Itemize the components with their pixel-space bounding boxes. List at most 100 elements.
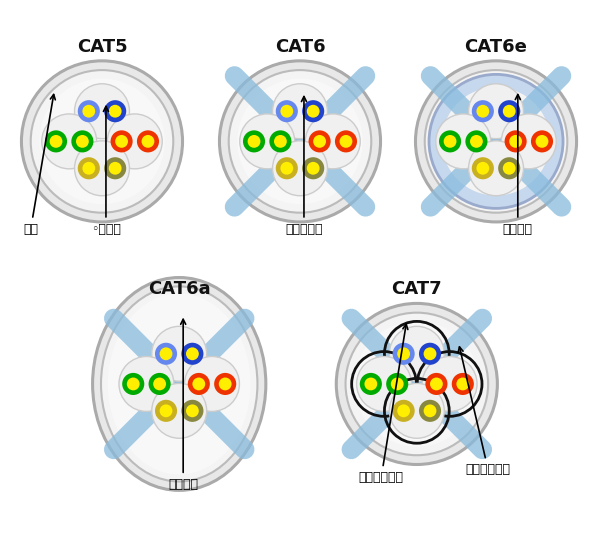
Circle shape bbox=[185, 357, 239, 411]
Circle shape bbox=[336, 304, 497, 464]
Circle shape bbox=[503, 162, 515, 175]
Circle shape bbox=[104, 100, 126, 122]
Circle shape bbox=[346, 312, 488, 455]
Text: CAT6: CAT6 bbox=[275, 38, 325, 56]
Circle shape bbox=[415, 61, 577, 222]
Circle shape bbox=[392, 343, 415, 365]
Circle shape bbox=[419, 400, 441, 422]
Circle shape bbox=[340, 135, 352, 148]
Circle shape bbox=[472, 157, 494, 179]
Circle shape bbox=[39, 79, 165, 204]
Circle shape bbox=[122, 373, 144, 395]
Circle shape bbox=[505, 131, 527, 152]
Circle shape bbox=[424, 348, 436, 360]
Circle shape bbox=[142, 135, 154, 148]
Circle shape bbox=[272, 84, 328, 138]
Circle shape bbox=[335, 131, 357, 152]
Text: スペーサー: スペーサー bbox=[285, 97, 323, 235]
Circle shape bbox=[442, 87, 550, 195]
Circle shape bbox=[469, 141, 523, 196]
Circle shape bbox=[220, 61, 380, 222]
Circle shape bbox=[452, 373, 474, 395]
Circle shape bbox=[127, 378, 140, 391]
Circle shape bbox=[392, 400, 415, 422]
Circle shape bbox=[466, 131, 487, 152]
Circle shape bbox=[305, 114, 360, 169]
Circle shape bbox=[302, 100, 324, 122]
Circle shape bbox=[356, 357, 412, 411]
Circle shape bbox=[240, 114, 295, 169]
Circle shape bbox=[155, 343, 177, 365]
Circle shape bbox=[498, 157, 520, 179]
Circle shape bbox=[354, 321, 479, 446]
Circle shape bbox=[476, 162, 489, 175]
Circle shape bbox=[181, 343, 203, 365]
Circle shape bbox=[472, 100, 494, 122]
Circle shape bbox=[109, 162, 122, 175]
Circle shape bbox=[274, 135, 287, 148]
Circle shape bbox=[181, 400, 203, 422]
Circle shape bbox=[219, 378, 232, 391]
Circle shape bbox=[276, 100, 298, 122]
Circle shape bbox=[149, 373, 170, 395]
Circle shape bbox=[476, 105, 489, 118]
Circle shape bbox=[439, 131, 461, 152]
Circle shape bbox=[76, 135, 89, 148]
Circle shape bbox=[469, 84, 523, 138]
Circle shape bbox=[152, 383, 206, 438]
Text: CAT6e: CAT6e bbox=[464, 38, 527, 56]
Circle shape bbox=[74, 141, 130, 196]
Circle shape bbox=[424, 405, 436, 417]
Circle shape bbox=[360, 373, 382, 395]
Ellipse shape bbox=[108, 294, 250, 474]
Circle shape bbox=[153, 378, 166, 391]
Circle shape bbox=[78, 157, 100, 179]
Circle shape bbox=[391, 378, 404, 391]
Text: ◦り対線: ◦り対線 bbox=[91, 107, 121, 235]
Circle shape bbox=[74, 84, 130, 138]
Circle shape bbox=[397, 348, 410, 360]
Circle shape bbox=[389, 383, 444, 438]
Circle shape bbox=[116, 321, 242, 446]
Circle shape bbox=[386, 373, 408, 395]
Text: CAT7: CAT7 bbox=[392, 281, 442, 299]
Circle shape bbox=[155, 400, 177, 422]
Circle shape bbox=[280, 105, 293, 118]
Circle shape bbox=[186, 348, 199, 360]
Text: シールド: シールド bbox=[503, 94, 533, 235]
Circle shape bbox=[429, 74, 563, 208]
Circle shape bbox=[536, 135, 548, 148]
Circle shape bbox=[509, 135, 522, 148]
Circle shape bbox=[152, 326, 206, 381]
Circle shape bbox=[137, 131, 159, 152]
Circle shape bbox=[42, 114, 97, 169]
Circle shape bbox=[364, 378, 377, 391]
Circle shape bbox=[470, 135, 483, 148]
Text: 個別シールド: 個別シールド bbox=[458, 347, 511, 476]
Circle shape bbox=[119, 357, 174, 411]
Circle shape bbox=[419, 343, 441, 365]
Circle shape bbox=[443, 135, 457, 148]
Circle shape bbox=[160, 405, 172, 417]
Circle shape bbox=[269, 131, 292, 152]
Text: 不等断面: 不等断面 bbox=[168, 319, 198, 491]
Circle shape bbox=[104, 157, 126, 179]
Circle shape bbox=[110, 131, 133, 152]
Circle shape bbox=[45, 131, 67, 152]
Circle shape bbox=[160, 348, 172, 360]
Circle shape bbox=[243, 131, 265, 152]
Circle shape bbox=[425, 70, 568, 213]
Circle shape bbox=[186, 405, 199, 417]
Circle shape bbox=[188, 373, 210, 395]
Circle shape bbox=[430, 378, 443, 391]
Circle shape bbox=[302, 157, 324, 179]
Circle shape bbox=[78, 100, 100, 122]
Text: CAT5: CAT5 bbox=[77, 38, 127, 56]
Ellipse shape bbox=[101, 286, 257, 482]
Circle shape bbox=[107, 114, 162, 169]
Circle shape bbox=[193, 378, 205, 391]
Circle shape bbox=[280, 162, 293, 175]
Circle shape bbox=[248, 135, 260, 148]
Circle shape bbox=[436, 114, 491, 169]
Text: CAT6a: CAT6a bbox=[148, 281, 211, 299]
